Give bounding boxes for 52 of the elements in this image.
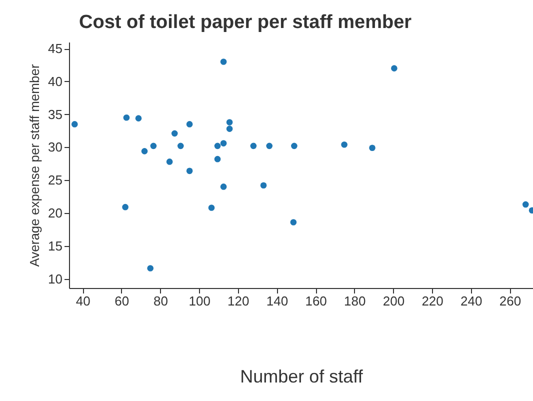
point — [341, 141, 348, 148]
y-tick-label: 10 — [48, 271, 62, 286]
x-tick-label: 60 — [114, 294, 130, 308]
point — [220, 58, 227, 65]
y-tick-label: 40 — [48, 74, 62, 89]
point — [150, 142, 157, 150]
point — [171, 130, 178, 137]
point — [208, 204, 215, 211]
point — [166, 158, 173, 165]
y-tick-label: 35 — [48, 106, 62, 122]
x-tick-label: 100 — [188, 294, 210, 308]
point — [266, 142, 273, 150]
point — [250, 142, 257, 150]
y-axis-title: Average expense per staff member — [27, 64, 42, 267]
chart-title: Cost of toilet paper per staff member — [79, 12, 412, 33]
point — [260, 182, 267, 189]
point — [226, 119, 233, 126]
y-tick-label: 45 — [48, 41, 62, 56]
point — [147, 265, 154, 272]
point — [122, 204, 128, 210]
x-tick-label: 160 — [305, 294, 327, 308]
x-tick-label: 140 — [266, 294, 288, 308]
point — [522, 201, 529, 208]
x-tick-label: 120 — [228, 294, 250, 308]
point — [291, 142, 298, 150]
point — [391, 65, 398, 72]
point — [290, 219, 297, 226]
point — [220, 184, 227, 190]
point — [214, 142, 221, 150]
y-tick-label: 15 — [48, 238, 62, 254]
point — [141, 148, 148, 154]
x-axis-title: Number of staff — [240, 366, 364, 386]
point — [186, 121, 193, 128]
y-tick-label: 30 — [48, 140, 62, 155]
y-tick-label: 20 — [48, 206, 62, 221]
x-tick-label: 200 — [382, 294, 405, 308]
x-tick-label: 80 — [154, 294, 168, 308]
point — [71, 121, 78, 128]
y-tick-label: 25 — [48, 172, 62, 188]
point — [177, 142, 184, 150]
x-tick-label: 220 — [422, 294, 444, 308]
point — [186, 168, 193, 174]
point — [214, 156, 221, 162]
point — [220, 140, 227, 146]
point — [226, 126, 233, 132]
x-tick-label: 240 — [460, 294, 482, 308]
point — [135, 115, 142, 122]
point — [369, 144, 376, 152]
x-tick-label: 180 — [344, 294, 366, 308]
point — [123, 114, 130, 121]
x-tick-label: 40 — [76, 294, 90, 308]
x-tick-label: 260 — [499, 294, 522, 308]
